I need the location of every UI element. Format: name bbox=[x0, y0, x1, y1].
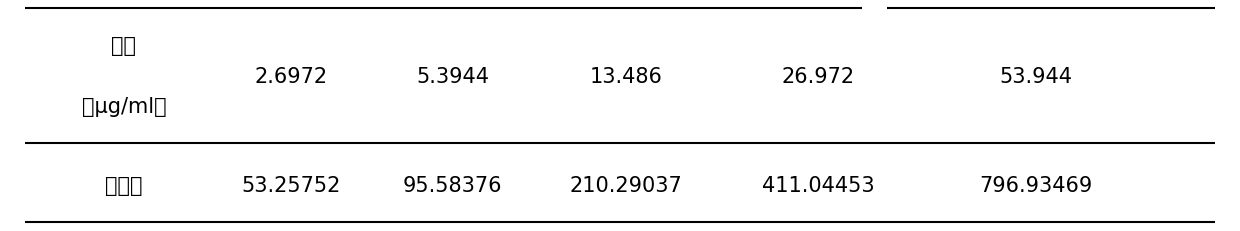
Text: 95.58376: 95.58376 bbox=[403, 175, 502, 195]
Text: （μg/ml）: （μg/ml） bbox=[82, 96, 166, 116]
Text: 5.3944: 5.3944 bbox=[417, 66, 489, 86]
Text: 2.6972: 2.6972 bbox=[255, 66, 327, 86]
Text: 411.04453: 411.04453 bbox=[763, 175, 874, 195]
Text: 峰面积: 峰面积 bbox=[105, 175, 143, 195]
Text: 53.944: 53.944 bbox=[999, 66, 1071, 86]
Text: 26.972: 26.972 bbox=[782, 66, 854, 86]
Text: 796.93469: 796.93469 bbox=[978, 175, 1092, 195]
Text: 浓度: 浓度 bbox=[112, 36, 136, 56]
Text: 13.486: 13.486 bbox=[590, 66, 662, 86]
Text: 210.29037: 210.29037 bbox=[570, 175, 682, 195]
Text: 53.25752: 53.25752 bbox=[242, 175, 341, 195]
